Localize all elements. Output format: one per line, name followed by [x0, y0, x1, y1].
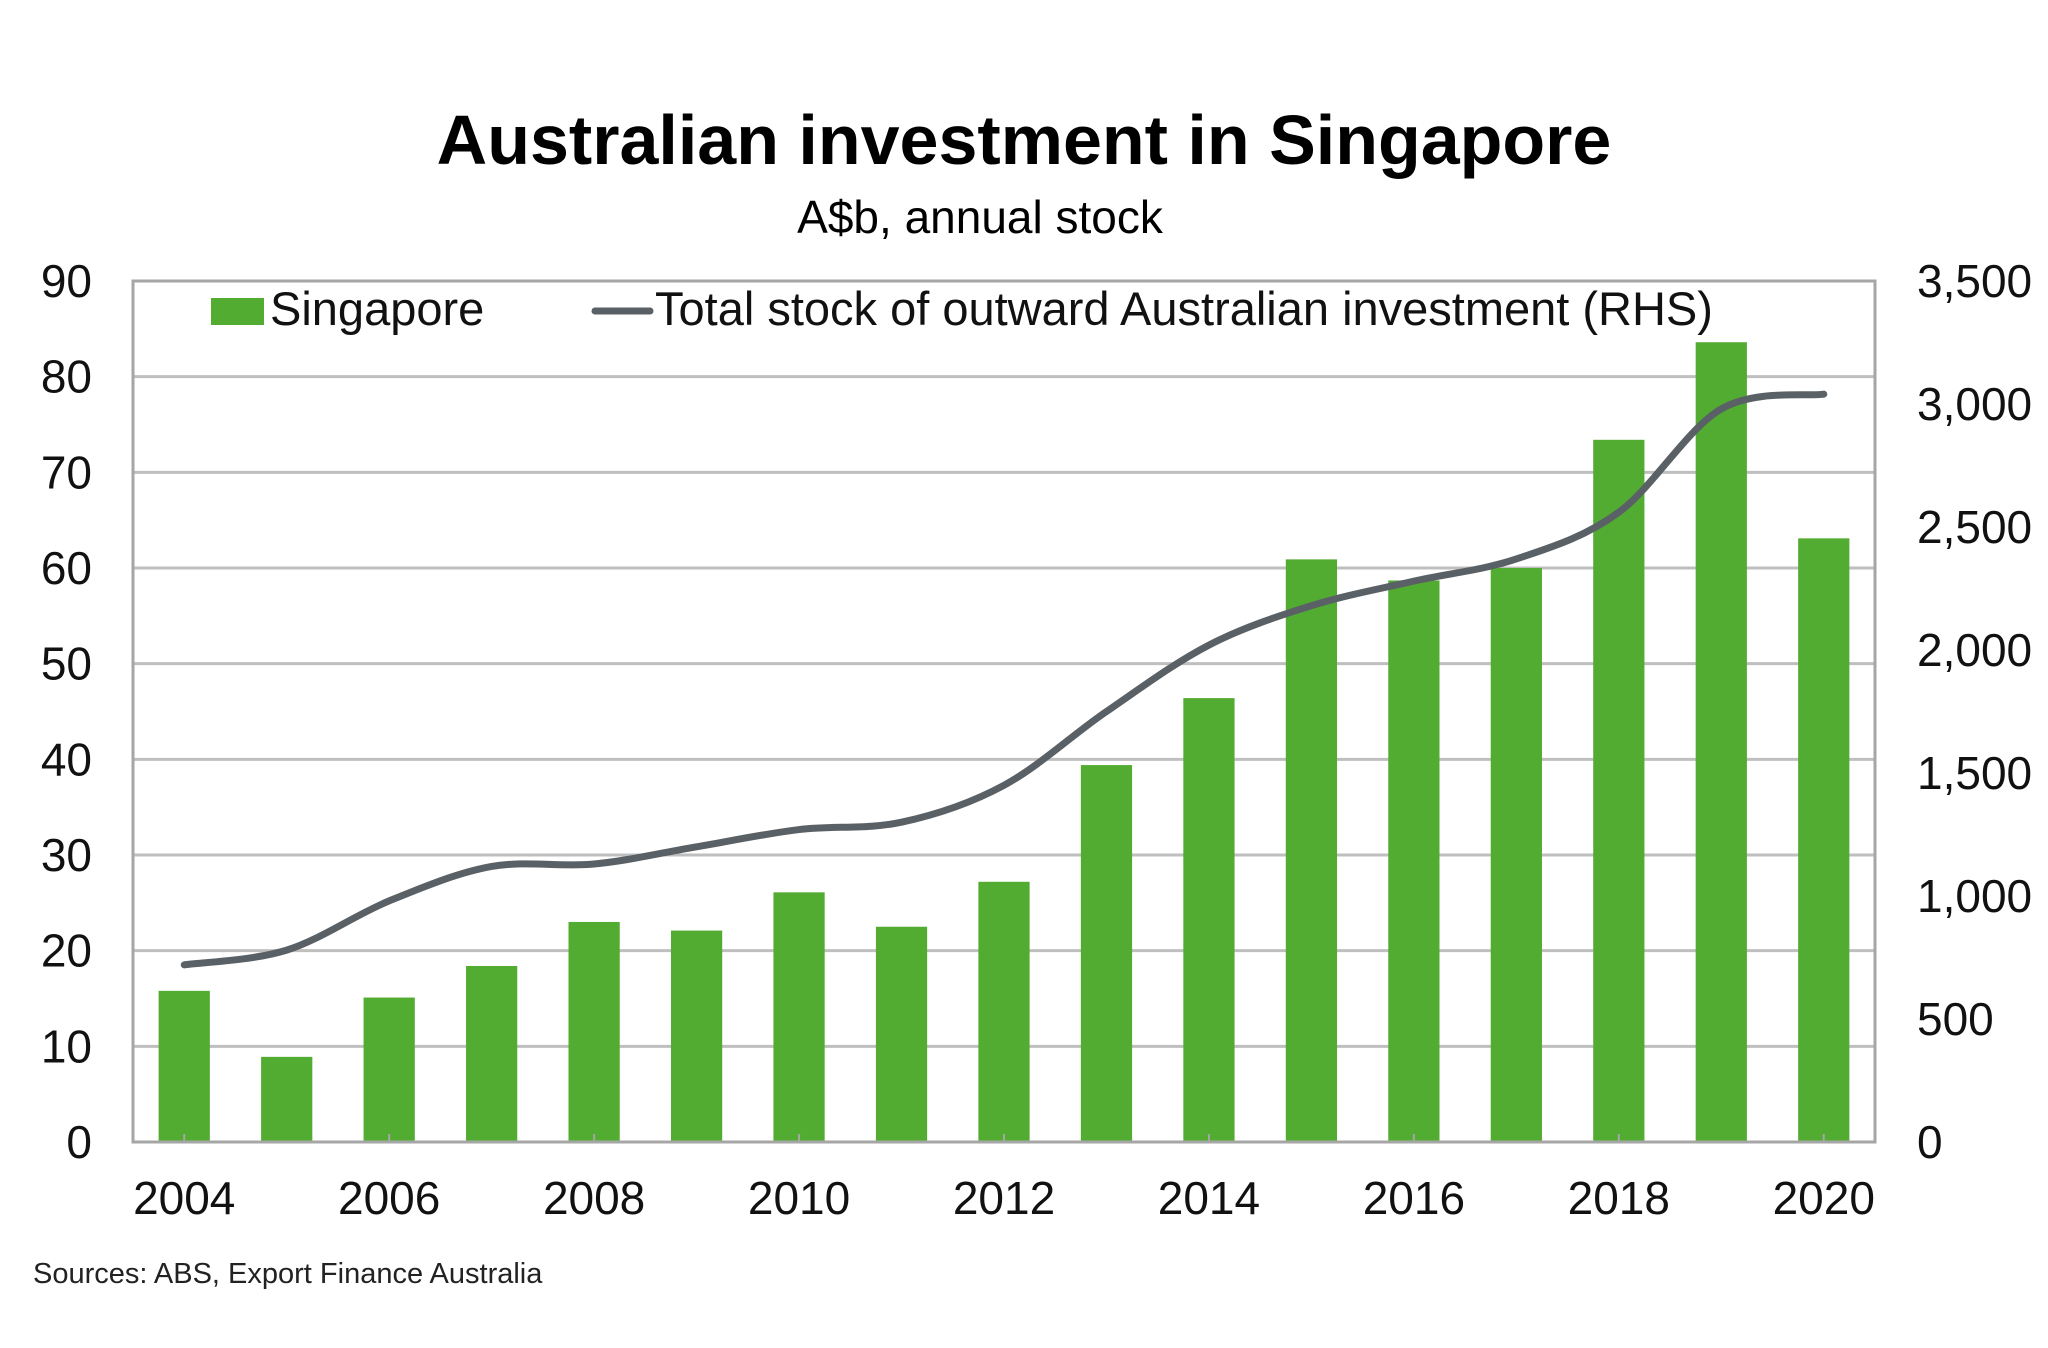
- bar-2005: [261, 1056, 313, 1142]
- x-axis-label: 2018: [1568, 1172, 1670, 1224]
- right-axis-label: 2,000: [1917, 624, 2032, 676]
- x-axis-label: 2008: [543, 1172, 645, 1224]
- right-axis-ticks: 0 500 1,000 1,500 2,000 2,500 3,000 3,500: [1917, 255, 2032, 1168]
- left-axis-label: 80: [41, 351, 92, 403]
- bar-2012: [978, 881, 1030, 1142]
- x-axis-label: 2020: [1773, 1172, 1875, 1224]
- right-axis-label: 500: [1917, 993, 1994, 1045]
- x-axis-ticks: 2004 2006 2008 2010 2012 2014 2016 2018 2020: [133, 1134, 1875, 1224]
- left-axis-label: 60: [41, 542, 92, 594]
- bar-2019: [1695, 342, 1747, 1142]
- left-axis-ticks: 0 10 20 30 40 50 60 70 80 90: [41, 255, 92, 1168]
- bar-2013: [1080, 765, 1133, 1142]
- bar-2007: [466, 965, 518, 1142]
- chart-subtitle: A$b, annual stock: [797, 191, 1163, 243]
- legend-label-total: Total stock of outward Australian invest…: [655, 282, 1713, 335]
- source-note: Sources: ABS, Export Finance Australia: [33, 1258, 543, 1290]
- bar-2004: [158, 990, 210, 1142]
- bar-2006: [363, 997, 415, 1142]
- bar-2014: [1183, 698, 1235, 1142]
- right-axis-label: 1,000: [1917, 870, 2032, 922]
- bar-series-singapore: [158, 342, 1850, 1143]
- line-series-total-outward: [180, 390, 1828, 969]
- chart-title: Australian investment in Singapore: [436, 101, 1612, 179]
- x-axis-label: 2016: [1363, 1172, 1465, 1224]
- bar-2011: [875, 926, 928, 1142]
- bar-2018: [1593, 439, 1645, 1143]
- legend: Singapore Total stock of outward Australi…: [211, 282, 1713, 335]
- x-axis-label: 2004: [133, 1172, 235, 1224]
- bar-2009: [670, 930, 723, 1142]
- x-axis-label: 2012: [953, 1172, 1055, 1224]
- bar-2015: [1285, 559, 1338, 1142]
- right-axis-label: 3,000: [1917, 378, 2032, 430]
- gridlines: [133, 375, 1875, 1048]
- x-axis-label: 2010: [748, 1172, 850, 1224]
- left-axis-label: 10: [41, 1020, 92, 1072]
- bar-2020: [1798, 538, 1850, 1142]
- legend-label-singapore: Singapore: [270, 282, 484, 335]
- right-axis-label: 1,500: [1917, 747, 2032, 799]
- right-axis-label: 2,500: [1917, 501, 2032, 553]
- x-axis-label: 2014: [1158, 1172, 1260, 1224]
- left-axis-label: 50: [41, 638, 92, 690]
- right-axis-label: 0: [1917, 1116, 1943, 1168]
- left-axis-label: 30: [41, 829, 92, 881]
- left-axis-label: 0: [66, 1116, 92, 1168]
- bar-2010: [773, 892, 825, 1142]
- right-axis-label: 3,500: [1917, 255, 2032, 307]
- left-axis-label: 90: [41, 255, 92, 307]
- x-axis-label: 2006: [338, 1172, 440, 1224]
- left-axis-label: 70: [41, 446, 92, 498]
- left-axis-label: 40: [41, 733, 92, 785]
- bar-2016: [1388, 580, 1440, 1142]
- legend-swatch-singapore: [211, 298, 264, 325]
- bar-2008: [568, 921, 620, 1142]
- left-axis-label: 20: [41, 925, 92, 977]
- bar-2017: [1490, 568, 1542, 1142]
